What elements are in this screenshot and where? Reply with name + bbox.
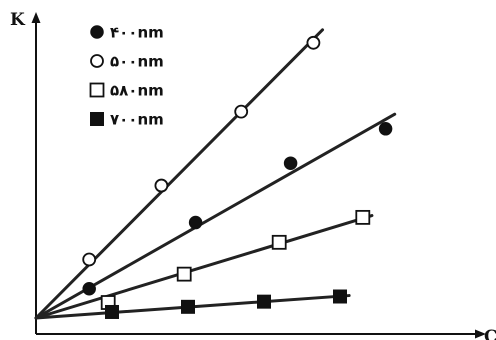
legend-marker-series-3	[89, 82, 105, 98]
data-point-series-4	[333, 289, 347, 304]
axes: K C	[10, 10, 496, 340]
fit-line-series-1	[34, 112, 397, 320]
legend-label-series-2: ۵۰۰nm	[110, 53, 164, 71]
data-point-series-3	[355, 209, 371, 225]
data-point-series-1	[283, 156, 298, 170]
data-point-series-4	[105, 304, 119, 319]
fit-line-series-2	[34, 28, 325, 320]
data-point-series-1	[188, 215, 203, 230]
fit-line-series-3	[34, 214, 374, 320]
data-point-series-2	[154, 178, 169, 193]
y-axis-label: K	[10, 10, 26, 30]
legend-marker-series-1	[90, 25, 104, 39]
legend-label-series-1: ۴۰۰nm	[110, 24, 164, 42]
fit-lines	[34, 28, 397, 320]
data-point-series-4	[257, 294, 271, 309]
data-points	[82, 35, 393, 319]
y-axis-arrow	[31, 12, 41, 23]
data-point-series-2	[306, 35, 321, 50]
data-point-series-4	[181, 299, 195, 314]
data-point-series-3	[271, 234, 287, 250]
legend-label-series-3: ۵۸۰nm	[110, 82, 164, 100]
data-point-series-2	[82, 252, 97, 267]
data-point-series-3	[176, 266, 192, 282]
data-point-series-1	[378, 122, 393, 136]
legend-label-series-4: ۷۰۰nm	[110, 111, 164, 129]
data-point-series-2	[234, 104, 249, 119]
legend: ۴۰۰nm ۵۰۰nm ۵۸۰nm ۷۰۰nm	[89, 24, 164, 129]
x-axis-label: C	[484, 327, 496, 340]
legend-marker-series-4	[90, 112, 104, 126]
legend-marker-series-2	[90, 54, 104, 68]
x-axis-arrow	[475, 329, 486, 339]
data-point-series-1	[82, 282, 96, 296]
